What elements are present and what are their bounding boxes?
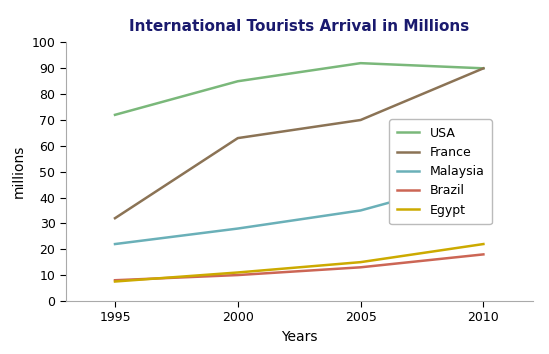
Egypt bbox=[480, 242, 487, 246]
Brazil bbox=[357, 265, 364, 269]
Line: Brazil: Brazil bbox=[115, 255, 484, 280]
Malaysia bbox=[480, 175, 487, 179]
USA bbox=[111, 113, 118, 117]
Egypt bbox=[234, 270, 241, 275]
Brazil bbox=[111, 278, 118, 282]
Brazil bbox=[480, 252, 487, 257]
Malaysia bbox=[111, 242, 118, 246]
Malaysia bbox=[234, 227, 241, 231]
Y-axis label: millions: millions bbox=[12, 145, 26, 198]
Title: International Tourists Arrival in Millions: International Tourists Arrival in Millio… bbox=[129, 19, 469, 34]
USA bbox=[234, 79, 241, 84]
France bbox=[480, 66, 487, 70]
France bbox=[234, 136, 241, 140]
USA bbox=[357, 61, 364, 65]
France bbox=[111, 216, 118, 220]
Brazil bbox=[234, 273, 241, 277]
France bbox=[357, 118, 364, 122]
Legend: USA, France, Malaysia, Brazil, Egypt: USA, France, Malaysia, Brazil, Egypt bbox=[389, 119, 492, 224]
Egypt bbox=[111, 279, 118, 284]
X-axis label: Years: Years bbox=[281, 330, 317, 344]
Line: Malaysia: Malaysia bbox=[115, 177, 484, 244]
Malaysia bbox=[357, 208, 364, 212]
USA bbox=[480, 66, 487, 70]
Line: France: France bbox=[115, 68, 484, 218]
Line: USA: USA bbox=[115, 63, 484, 115]
Egypt bbox=[357, 260, 364, 264]
Line: Egypt: Egypt bbox=[115, 244, 484, 281]
